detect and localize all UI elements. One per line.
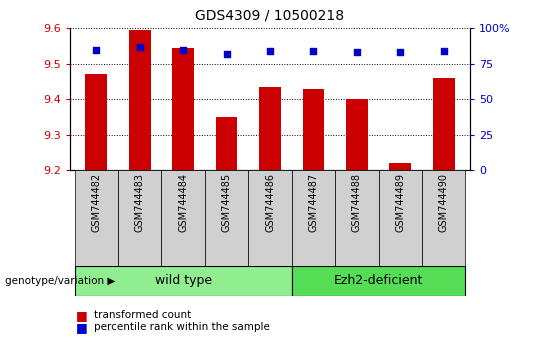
- Text: ■: ■: [76, 321, 87, 334]
- Point: [222, 51, 231, 57]
- Text: GSM744483: GSM744483: [134, 173, 145, 232]
- FancyBboxPatch shape: [335, 170, 379, 266]
- FancyBboxPatch shape: [379, 170, 422, 266]
- Point: [309, 48, 318, 54]
- Point: [440, 48, 448, 54]
- FancyBboxPatch shape: [75, 266, 292, 296]
- Bar: [302, 88, 325, 170]
- FancyBboxPatch shape: [205, 170, 248, 266]
- Text: GSM744488: GSM744488: [352, 173, 362, 232]
- FancyBboxPatch shape: [161, 170, 205, 266]
- Point: [92, 47, 100, 52]
- Bar: [346, 99, 368, 170]
- Bar: [129, 30, 151, 170]
- Text: GSM744485: GSM744485: [221, 173, 232, 232]
- Point: [353, 50, 361, 55]
- Text: wild type: wild type: [154, 274, 212, 287]
- Text: genotype/variation ▶: genotype/variation ▶: [5, 275, 116, 286]
- Text: GSM744484: GSM744484: [178, 173, 188, 232]
- FancyBboxPatch shape: [292, 266, 465, 296]
- Bar: [389, 163, 411, 170]
- Bar: [433, 78, 455, 170]
- Bar: [172, 48, 194, 170]
- FancyBboxPatch shape: [118, 170, 161, 266]
- FancyBboxPatch shape: [75, 170, 118, 266]
- Text: GSM744482: GSM744482: [91, 173, 102, 232]
- FancyBboxPatch shape: [248, 170, 292, 266]
- Bar: [215, 117, 238, 170]
- Text: ■: ■: [76, 309, 87, 321]
- Point: [179, 47, 187, 52]
- Text: percentile rank within the sample: percentile rank within the sample: [94, 322, 271, 332]
- Bar: [85, 74, 107, 170]
- Point: [136, 44, 144, 50]
- Point: [266, 48, 274, 54]
- FancyBboxPatch shape: [422, 170, 465, 266]
- Text: transformed count: transformed count: [94, 310, 192, 320]
- Text: GSM744490: GSM744490: [438, 173, 449, 232]
- Point: [396, 50, 404, 55]
- Bar: [259, 87, 281, 170]
- Text: GSM744487: GSM744487: [308, 173, 319, 232]
- Text: GSM744489: GSM744489: [395, 173, 406, 232]
- Text: Ezh2-deficient: Ezh2-deficient: [334, 274, 423, 287]
- Text: GSM744486: GSM744486: [265, 173, 275, 232]
- Text: GDS4309 / 10500218: GDS4309 / 10500218: [195, 9, 345, 23]
- FancyBboxPatch shape: [292, 170, 335, 266]
